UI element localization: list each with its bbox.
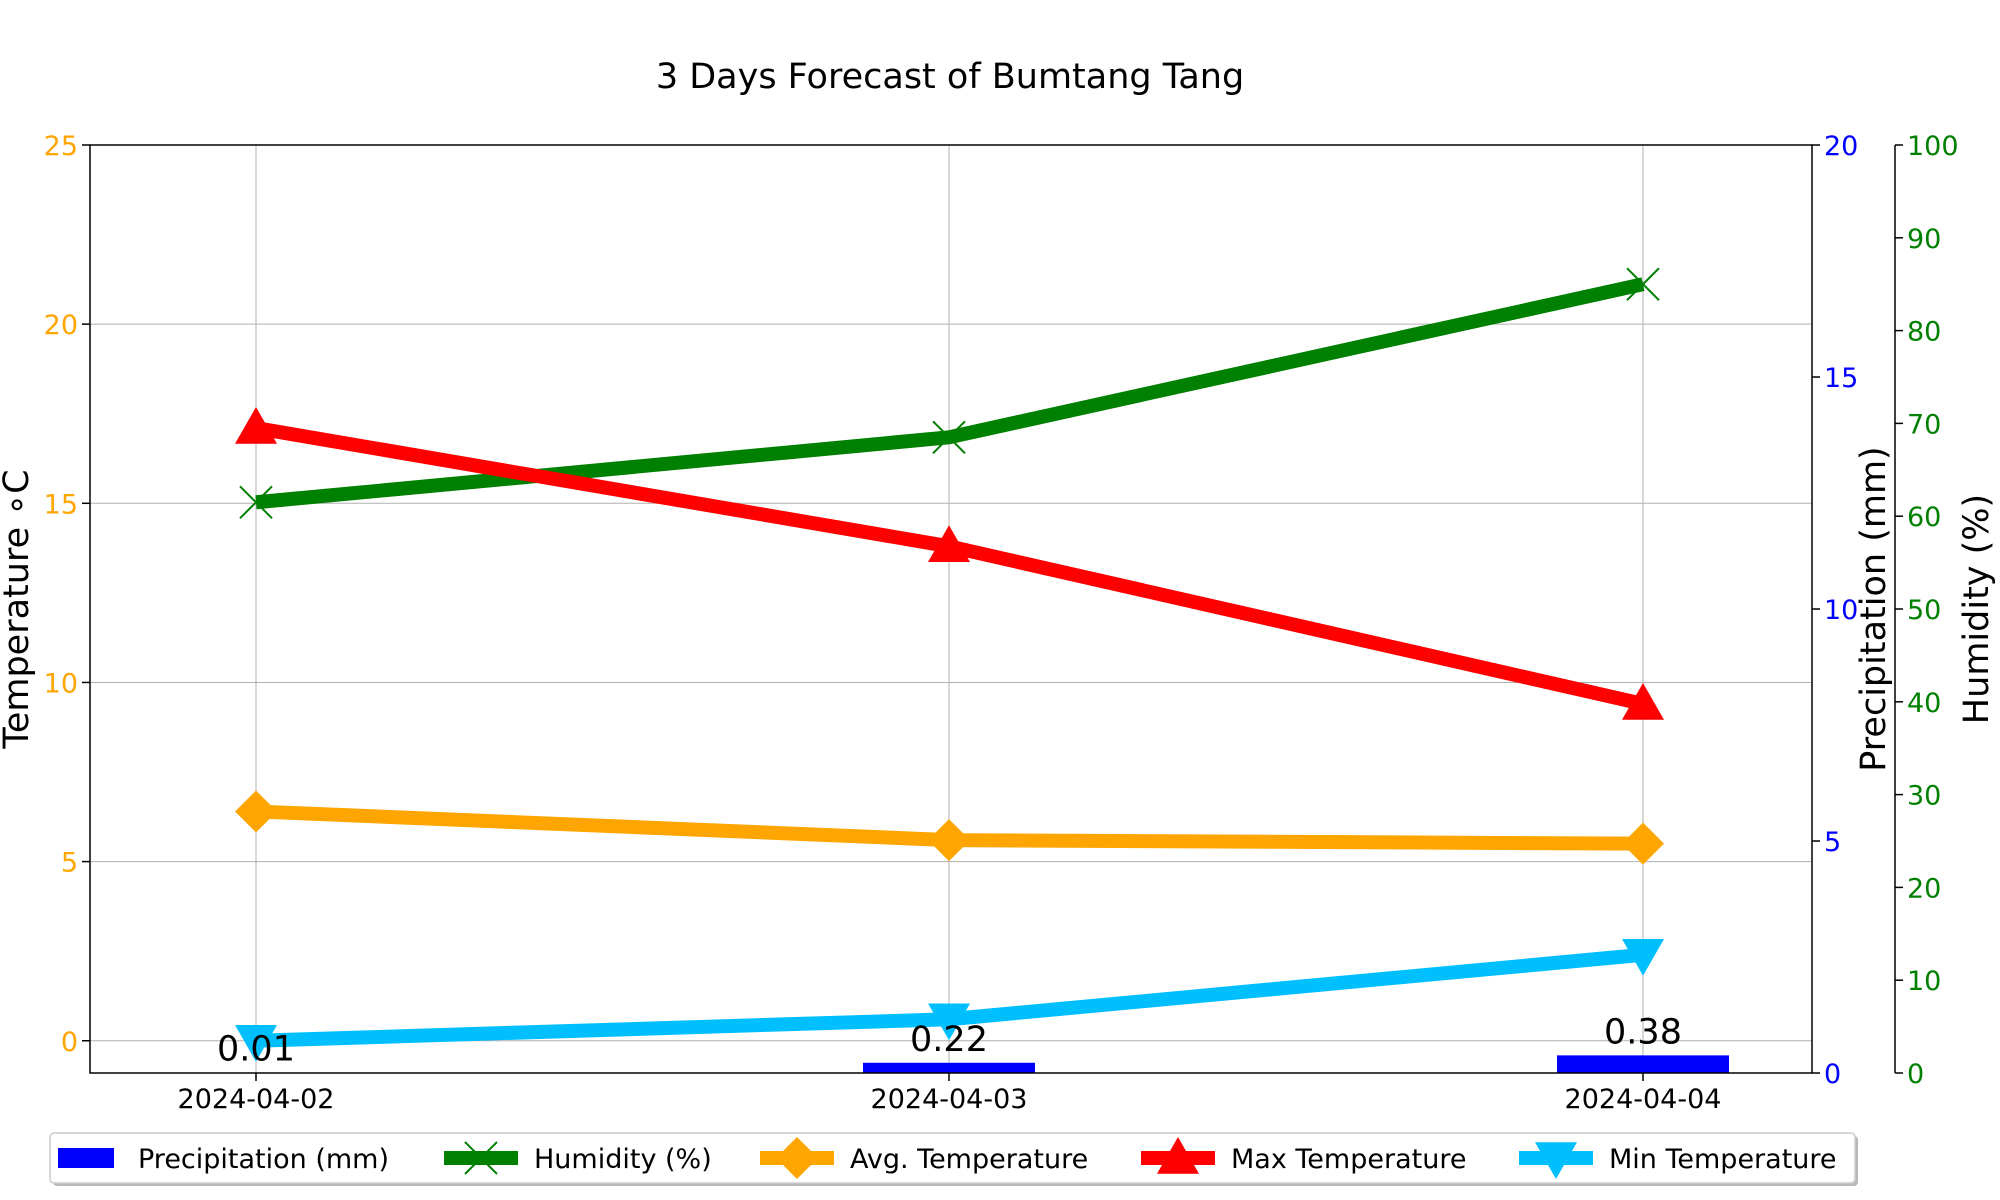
legend-entry-avg-temperature: Avg. Temperature <box>760 1137 1088 1179</box>
precipitation-tick-label-2: 10 <box>1824 595 1858 626</box>
precipitation-data-label-1: 0.22 <box>910 1020 988 1060</box>
avg-temperature-marker-1 <box>928 819 970 862</box>
precipitation-tick-label-1: 5 <box>1824 827 1841 858</box>
legend: Precipitation (mm) Humidity (%) Avg. Tempe… <box>49 1132 1858 1186</box>
legend-marker-max-temperature <box>1157 1137 1199 1174</box>
humidity-tick-label-1: 10 <box>1907 966 1941 997</box>
humidity-marker-2 <box>1626 267 1660 301</box>
temperature-tick-label-5: 25 <box>44 131 78 162</box>
humidity-tick-label-7: 70 <box>1907 409 1941 440</box>
min-temperature-marker-0 <box>235 1025 277 1062</box>
precipitation-bar-2 <box>1557 1055 1729 1073</box>
legend-entry-humidity: Humidity (%) <box>444 1141 712 1175</box>
avg-temperature-marker-2 <box>1622 822 1664 865</box>
precipitation-tick-label-4: 20 <box>1824 131 1858 162</box>
humidity-tick-label-9: 90 <box>1907 224 1941 255</box>
legend-label-min-temperature: Min Temperature <box>1609 1144 1837 1175</box>
legend-marker-humidity-stroke-b <box>464 1141 498 1175</box>
x-tick-label-2: 2024-04-04 <box>1565 1084 1722 1115</box>
temperature-tick-label-4: 20 <box>44 310 78 341</box>
precipitation-data-label-0: 0.01 <box>217 1030 295 1070</box>
legend-label-precipitation-mm: Precipitation (mm) <box>138 1144 389 1175</box>
max-temperature-marker-2 <box>1622 682 1664 720</box>
legend-swatch-precipitation-mm <box>58 1148 114 1168</box>
legend-label-avg-temperature: Avg. Temperature <box>850 1144 1088 1175</box>
humidity-tick-label-3: 30 <box>1907 781 1941 812</box>
legend-entry-max-temperature: Max Temperature <box>1141 1137 1466 1175</box>
series-markers <box>235 267 1664 1062</box>
avg-temperature-marker-0 <box>235 790 277 833</box>
max-temperature-marker-0 <box>235 407 277 444</box>
precipitation-bar-1 <box>863 1062 1035 1073</box>
precipitation-data-label-2: 0.38 <box>1604 1012 1682 1052</box>
legend-label-max-temperature: Max Temperature <box>1231 1144 1466 1175</box>
min-temperature-marker-1 <box>928 1003 970 1041</box>
temperature-tick-label-1: 5 <box>61 848 78 879</box>
humidity-tick-label-0: 0 <box>1907 1059 1924 1090</box>
precipitation-tick-label-0: 0 <box>1824 1059 1841 1090</box>
temperature-tick-label-3: 15 <box>44 489 78 520</box>
humidity-tick-label-10: 100 <box>1907 131 1959 162</box>
legend-entry-min-temperature: Min Temperature <box>1519 1142 1837 1179</box>
humidity-marker-1 <box>932 420 966 455</box>
humidity-tick-label-2: 20 <box>1907 873 1941 904</box>
legend-entry-precipitation-mm: Precipitation (mm) <box>58 1144 389 1175</box>
max-temperature-marker-1 <box>928 525 970 563</box>
humidity-tick-label-8: 80 <box>1907 317 1941 348</box>
precipitation-axis-label: Precipitation (mm) <box>1854 446 1894 771</box>
data-labels: 0.01 0.22 0.38 <box>217 1012 1682 1069</box>
humidity-axis-label: Humidity (%) <box>1957 494 1997 724</box>
legend-marker-min-temperature <box>1535 1142 1577 1179</box>
humidity-marker-0-stroke-b <box>239 485 273 519</box>
legend-label-humidity: Humidity (%) <box>534 1144 712 1175</box>
precipitation-tick-label-3: 15 <box>1824 363 1858 394</box>
humidity-marker-0 <box>239 485 273 519</box>
humidity-tick-label-6: 60 <box>1907 502 1941 533</box>
temperature-axis-label: Temperature ∘C <box>0 469 37 749</box>
min-temperature-marker-2 <box>1622 939 1664 976</box>
temperature-tick-label-2: 10 <box>44 668 78 699</box>
x-tick-label-1: 2024-04-03 <box>871 1084 1028 1115</box>
humidity-tick-label-4: 40 <box>1907 688 1941 719</box>
temperature-tick-label-0: 0 <box>61 1027 78 1058</box>
humidity-marker-2-stroke-b <box>1626 267 1660 301</box>
humidity-tick-label-5: 50 <box>1907 595 1941 626</box>
legend-marker-avg-temperature <box>776 1137 818 1179</box>
legend-box <box>49 1132 1856 1184</box>
chart-title: 3 Days Forecast of Bumtang Tang <box>656 57 1244 97</box>
axes: 0 5 10 15 20 25 0 5 10 15 20 0 10 20 30 40 50 60 70 80 90 100… <box>44 131 1959 1115</box>
humidity-marker-1-stroke-b <box>932 420 966 455</box>
legend-marker-humidity <box>464 1141 498 1175</box>
x-tick-label-0: 2024-04-02 <box>178 1084 335 1115</box>
